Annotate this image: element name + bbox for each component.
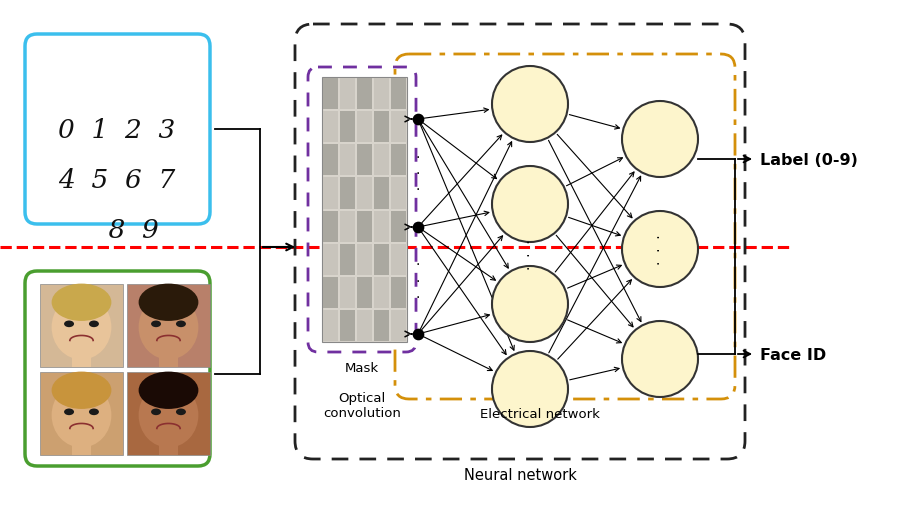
Bar	[323, 145, 338, 176]
Bar	[340, 145, 355, 176]
Bar	[158, 349, 178, 367]
Circle shape	[622, 321, 698, 397]
Bar	[357, 79, 372, 110]
Text: 0  1  2  3: 0 1 2 3	[58, 117, 176, 142]
Bar	[374, 244, 389, 275]
Bar	[158, 437, 178, 455]
Bar	[323, 277, 338, 308]
Bar	[40, 284, 123, 367]
Bar	[374, 277, 389, 308]
Text: 4  5  6  7: 4 5 6 7	[58, 167, 176, 192]
Ellipse shape	[151, 321, 161, 328]
Text: ·
·
·: · · ·	[416, 258, 420, 304]
Ellipse shape	[139, 372, 198, 409]
Bar	[340, 310, 355, 341]
Bar	[357, 244, 372, 275]
Circle shape	[492, 267, 568, 342]
Bar	[357, 211, 372, 242]
Text: Face ID: Face ID	[760, 347, 826, 362]
Text: Label (0-9): Label (0-9)	[760, 152, 858, 167]
Bar	[340, 79, 355, 110]
Ellipse shape	[51, 284, 112, 321]
Bar	[322, 78, 407, 342]
Bar	[340, 244, 355, 275]
Bar	[323, 310, 338, 341]
Bar	[391, 211, 406, 242]
Bar	[357, 178, 372, 209]
Bar	[340, 277, 355, 308]
Bar	[374, 310, 389, 341]
Point	[410, 330, 425, 338]
Circle shape	[622, 102, 698, 178]
Bar	[374, 211, 389, 242]
Text: Electrical network: Electrical network	[480, 407, 600, 420]
Circle shape	[492, 67, 568, 143]
Ellipse shape	[51, 372, 112, 409]
Bar	[374, 79, 389, 110]
Point	[410, 224, 425, 232]
Text: ·
·
·: · · ·	[416, 150, 420, 197]
Text: Mask: Mask	[345, 361, 379, 374]
Bar	[323, 244, 338, 275]
Ellipse shape	[89, 409, 99, 415]
Ellipse shape	[176, 409, 186, 415]
Bar	[357, 145, 372, 176]
Bar	[357, 112, 372, 143]
Circle shape	[492, 351, 568, 427]
Circle shape	[492, 167, 568, 242]
Ellipse shape	[51, 295, 112, 360]
Text: 8  9: 8 9	[75, 217, 159, 242]
Ellipse shape	[89, 321, 99, 328]
Bar	[323, 178, 338, 209]
Ellipse shape	[51, 383, 112, 447]
Bar	[357, 277, 372, 308]
Bar	[340, 112, 355, 143]
Text: ·  ·  ·: · · ·	[653, 234, 667, 265]
Bar	[391, 79, 406, 110]
Ellipse shape	[64, 321, 74, 328]
Point	[410, 116, 425, 124]
Bar	[40, 372, 123, 455]
Bar	[391, 178, 406, 209]
Bar	[323, 112, 338, 143]
Bar	[374, 112, 389, 143]
Bar	[71, 349, 92, 367]
Ellipse shape	[139, 383, 198, 447]
Bar	[127, 372, 210, 455]
Bar	[323, 211, 338, 242]
Text: Optical
convolution: Optical convolution	[323, 391, 400, 419]
Bar	[357, 310, 372, 341]
Bar	[391, 277, 406, 308]
Ellipse shape	[139, 284, 198, 321]
Text: Neural network: Neural network	[464, 467, 576, 482]
Ellipse shape	[151, 409, 161, 415]
Bar	[374, 145, 389, 176]
Bar	[391, 145, 406, 176]
Bar	[391, 112, 406, 143]
Ellipse shape	[139, 295, 198, 360]
Bar	[71, 437, 92, 455]
Ellipse shape	[64, 409, 74, 415]
Bar	[340, 211, 355, 242]
Bar	[340, 178, 355, 209]
Ellipse shape	[176, 321, 186, 328]
Bar	[391, 310, 406, 341]
Bar	[127, 284, 210, 367]
Circle shape	[622, 212, 698, 287]
Bar	[391, 244, 406, 275]
Bar	[374, 178, 389, 209]
Bar	[323, 79, 338, 110]
Text: ·  ·  ·: · · ·	[523, 239, 537, 270]
